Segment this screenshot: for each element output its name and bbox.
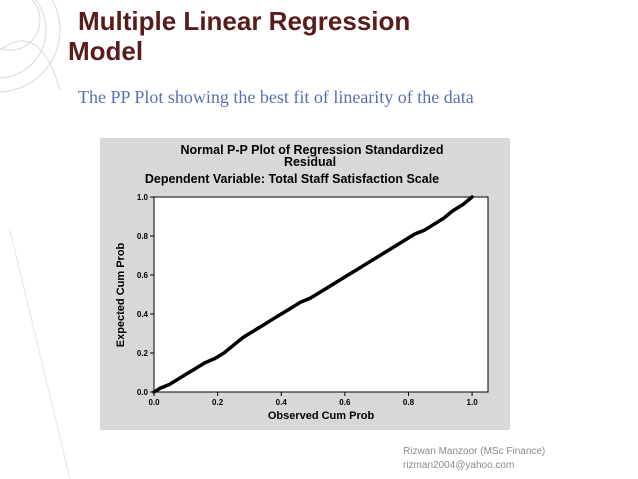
y-tick-label: 0.2 [137, 349, 149, 358]
slide-subtitle: The PP Plot showing the best fit of line… [78, 87, 474, 107]
y-axis-label: Expected Cum Prob [115, 242, 127, 347]
y-tick-label: 0.6 [137, 271, 149, 280]
x-tick-label: 0.8 [403, 398, 415, 407]
x-tick-label: 0.4 [276, 398, 288, 407]
y-tick-label: 1.0 [137, 193, 149, 202]
decor-arc-outer [0, 0, 61, 93]
pp-plot-panel: Normal P-P Plot of Regression Standardiz… [100, 138, 510, 430]
pp-plot-chart: Normal P-P Plot of Regression Standardiz… [115, 143, 489, 422]
x-axis-ticks: 0.0 0.2 0.4 0.6 0.8 1.0 [148, 392, 478, 407]
x-tick-label: 0.6 [339, 398, 351, 407]
y-tick-label: 0.8 [137, 232, 149, 241]
x-tick-label: 0.0 [148, 398, 160, 407]
x-axis-label: Observed Cum Prob [268, 410, 375, 422]
slide-title-line2: Model [68, 36, 144, 66]
slide-title-line1: Multiple Linear Regression [78, 6, 411, 36]
pp-series-line [152, 195, 474, 394]
footer-email: rizman2004@yahoo.com [403, 460, 515, 471]
y-tick-label: 0.4 [137, 310, 149, 319]
decor-line [9, 229, 71, 479]
x-tick-label: 0.2 [212, 398, 224, 407]
chart-subtitle: Dependent Variable: Total Staff Satisfac… [145, 172, 439, 186]
footer: Rizwan Manzoor (MSc Finance) rizman2004@… [403, 445, 545, 473]
x-tick-label: 1.0 [467, 398, 479, 407]
y-tick-label: 0.0 [137, 388, 149, 397]
decor-arc-middle [0, 0, 47, 79]
decor-arc-inner [0, 0, 41, 51]
chart-title-line1: Normal P-P Plot of Regression Standardiz… [180, 143, 443, 157]
footer-author: Rizwan Manzoor (MSc Finance) [403, 446, 546, 457]
slide-title: Multiple Linear Regression Model [68, 6, 410, 66]
chart-title-line2: Residual [284, 155, 336, 169]
y-axis-ticks: 0.0 0.2 0.4 0.6 0.8 1.0 [137, 193, 154, 397]
decor-swoosh [0, 40, 61, 91]
